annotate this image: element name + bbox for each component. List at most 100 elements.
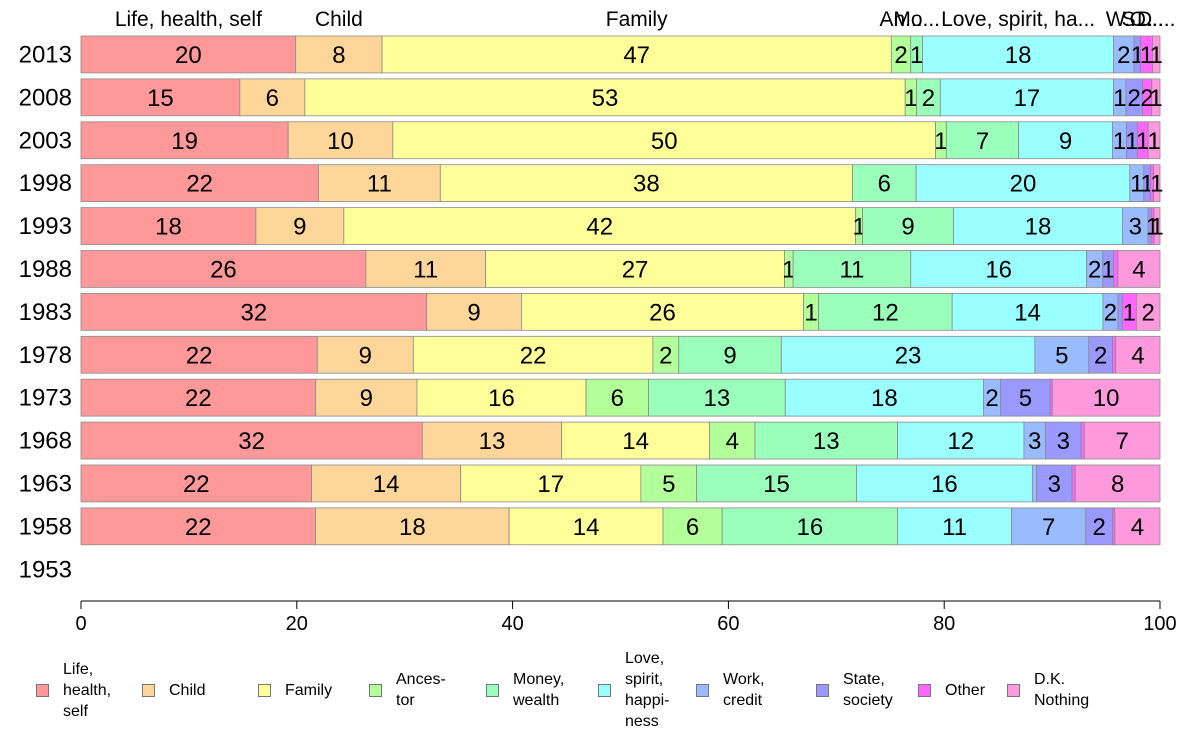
data-label: 15	[147, 85, 174, 112]
bar-segment	[287, 121, 394, 160]
bar-segment	[856, 464, 1033, 503]
legend-item: Child	[142, 646, 205, 734]
legend-item: Love, spirit, happi- ness	[598, 646, 669, 734]
data-label: 10	[1093, 385, 1120, 412]
data-label: 18	[155, 214, 182, 241]
bar-segment	[1045, 421, 1082, 460]
data-label: 11	[413, 256, 438, 283]
top-category-label: Mo...	[893, 8, 940, 31]
bar-segment	[1071, 464, 1076, 503]
data-label: 2	[1140, 85, 1153, 112]
data-label: 1	[1140, 42, 1153, 69]
data-label: 22	[183, 471, 210, 498]
data-label: 1	[910, 42, 923, 69]
bar-segment	[316, 335, 414, 374]
legend-swatch	[142, 683, 155, 697]
legend-swatch	[486, 683, 499, 697]
bar-segment	[678, 335, 782, 374]
bar-segment	[754, 421, 898, 460]
legend-item: Family	[258, 646, 332, 734]
bar-segment	[426, 292, 522, 331]
legend-swatch	[36, 683, 49, 697]
bar-segment	[1122, 207, 1149, 245]
data-label: 9	[293, 214, 306, 241]
data-label: 17	[537, 471, 564, 498]
data-label: 3	[1048, 471, 1061, 498]
data-label: 22	[185, 514, 212, 541]
data-label: 1	[1102, 256, 1115, 283]
data-label: 9	[723, 342, 736, 369]
data-label: 22	[520, 342, 547, 369]
bar-segment	[1115, 335, 1161, 374]
data-label: 12	[872, 299, 899, 326]
legend-label: Child	[169, 681, 206, 699]
data-label: 20	[1010, 171, 1037, 198]
bar-segment	[939, 78, 1114, 117]
legend-label: Other	[945, 681, 986, 699]
data-label: 9	[360, 385, 373, 412]
x-tick-label: 0	[75, 613, 86, 635]
legend-label: State, society	[843, 671, 893, 709]
bar-segment	[922, 35, 1115, 74]
bar-segment	[80, 121, 289, 160]
bar-segment	[910, 250, 1088, 288]
year-label: 1968	[19, 428, 72, 455]
x-tick-label: 60	[717, 613, 739, 635]
data-label: 14	[373, 471, 400, 498]
data-label: 7	[1042, 514, 1055, 541]
year-label: 1958	[19, 513, 72, 540]
data-label: 5	[662, 471, 675, 498]
top-category-label: Child	[315, 8, 363, 31]
data-label: 19	[171, 128, 198, 155]
data-label: 2	[985, 385, 998, 412]
bar-segment	[897, 421, 1025, 460]
data-label: 1	[1113, 128, 1126, 155]
data-label: 16	[931, 471, 958, 498]
data-label: 18	[1025, 214, 1052, 241]
data-label: 1	[1150, 214, 1163, 241]
year-label: 1963	[19, 470, 72, 497]
bar-segment	[521, 292, 804, 331]
bar-segment	[709, 421, 756, 460]
data-label: 47	[623, 42, 650, 69]
bar-segment	[239, 78, 306, 117]
legend-swatch	[258, 683, 271, 697]
top-category-label: An...	[879, 8, 922, 31]
data-label: 5	[1055, 342, 1068, 369]
bar-segment	[1114, 507, 1161, 546]
data-label: 2	[1093, 514, 1106, 541]
bar-segment	[80, 250, 367, 288]
bar-segment	[1031, 464, 1038, 503]
bar-segment	[1113, 250, 1119, 288]
bar-segment	[945, 121, 1020, 160]
data-label: 1	[782, 256, 795, 283]
bar-segment	[295, 35, 383, 74]
bar-segment	[1112, 335, 1117, 374]
data-label: 15	[763, 471, 790, 498]
bar-segment	[852, 164, 917, 202]
legend-label: Love, spirit, happi- ness	[625, 650, 670, 730]
data-label: 16	[796, 514, 823, 541]
bar-segment	[80, 421, 423, 460]
year-label: 1978	[19, 342, 72, 369]
data-label: 9	[467, 299, 480, 326]
legend-item: State, society	[816, 646, 893, 734]
data-label: 6	[878, 171, 891, 198]
bar-segment	[953, 207, 1123, 245]
data-label: 1	[1147, 128, 1160, 155]
bar-segment	[1051, 378, 1161, 417]
data-label: 11	[839, 256, 864, 283]
data-label: 2	[659, 342, 672, 369]
bar-segment	[508, 507, 664, 546]
data-label: 23	[895, 342, 922, 369]
bar-segment	[80, 464, 313, 503]
bar-segment	[460, 464, 642, 503]
data-label: 2	[1094, 342, 1107, 369]
data-label: 2	[1128, 85, 1141, 112]
bar-segment	[640, 464, 698, 503]
bar-segment	[392, 121, 936, 160]
data-label: 3	[1028, 428, 1041, 455]
legend-swatch	[696, 683, 709, 697]
bar-segment	[721, 507, 898, 546]
